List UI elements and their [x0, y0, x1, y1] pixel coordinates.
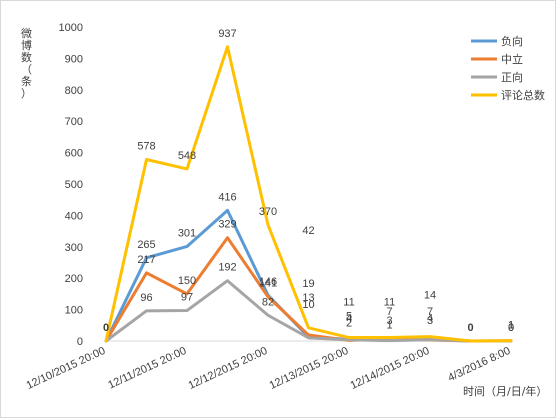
data-label: 0 — [508, 322, 514, 334]
data-label: 265 — [137, 239, 155, 251]
data-label: 217 — [137, 254, 155, 266]
data-label: 7 — [386, 306, 392, 318]
data-label: 19 — [302, 278, 314, 290]
data-label: 370 — [259, 206, 277, 218]
data-label: 301 — [178, 227, 196, 239]
y-tick-label: 600 — [65, 148, 83, 160]
data-label: 150 — [178, 275, 196, 287]
x-tick-label: 12/11/2015 20:00 — [106, 345, 188, 392]
data-label: 416 — [218, 191, 236, 203]
data-label: 3 — [386, 315, 392, 327]
y-tick-label: 500 — [65, 179, 83, 191]
data-label: 11 — [343, 297, 354, 309]
data-label: 3 — [427, 315, 433, 327]
data-label: 548 — [178, 150, 196, 162]
data-label: 146 — [259, 276, 277, 288]
data-label: 0 — [103, 322, 109, 334]
series-line-2 — [104, 279, 513, 343]
data-label: 578 — [137, 141, 155, 153]
data-label: 1 — [386, 320, 392, 332]
data-label: 937 — [218, 28, 236, 40]
x-tick-label: 12/13/2015 20:00 — [268, 345, 351, 392]
data-label: 0 — [467, 322, 473, 334]
series-line-3 — [104, 45, 513, 343]
data-label: 4 — [427, 313, 433, 325]
data-label: 1 — [508, 320, 514, 332]
data-label: 0 — [508, 322, 514, 334]
data-label: 192 — [218, 262, 236, 274]
x-tick-label: 12/12/2015 20:00 — [187, 345, 270, 392]
y-tick-label: 800 — [65, 85, 83, 97]
data-label: 14 — [424, 290, 436, 302]
data-label: 13 — [302, 292, 314, 304]
y-tick-label: 900 — [65, 53, 83, 65]
data-label: 42 — [302, 225, 314, 237]
data-label: 1 — [508, 320, 514, 332]
y-tick-label: 100 — [65, 305, 83, 317]
y-axis-label: 微博数（条） — [21, 26, 32, 100]
legend-label-3: 评论总数 — [501, 88, 545, 102]
data-label: 2 — [346, 317, 352, 329]
y-tick-label: 700 — [65, 116, 83, 128]
legend-label-1: 中立 — [501, 52, 523, 66]
y-tick-label: 0 — [77, 336, 83, 348]
legend-label-2: 正向 — [501, 70, 523, 84]
y-tick-label: 400 — [65, 210, 83, 222]
y-tick-label: 1000 — [59, 22, 83, 34]
data-label: 10 — [302, 299, 314, 311]
x-tick-label: 12/10/2015 20:00 — [25, 345, 108, 392]
x-axis-label: 时间（月/日/年） — [463, 384, 547, 398]
data-label: 96 — [140, 292, 152, 304]
data-label: 7 — [427, 306, 433, 318]
y-tick-label: 200 — [65, 273, 83, 285]
data-label: 82 — [262, 296, 274, 308]
data-label: 97 — [181, 292, 193, 304]
data-label: 4 — [346, 313, 352, 325]
x-tick-label: 4/3/2016 8:00 — [446, 345, 512, 384]
x-tick-label: 12/14/2015 20:00 — [349, 345, 432, 392]
data-label: 141 — [259, 278, 277, 290]
data-label: 5 — [346, 310, 352, 322]
legend-label-0: 负向 — [501, 34, 523, 48]
y-tick-label: 300 — [65, 242, 83, 254]
data-label: 329 — [218, 219, 236, 231]
data-label: 11 — [384, 297, 395, 309]
